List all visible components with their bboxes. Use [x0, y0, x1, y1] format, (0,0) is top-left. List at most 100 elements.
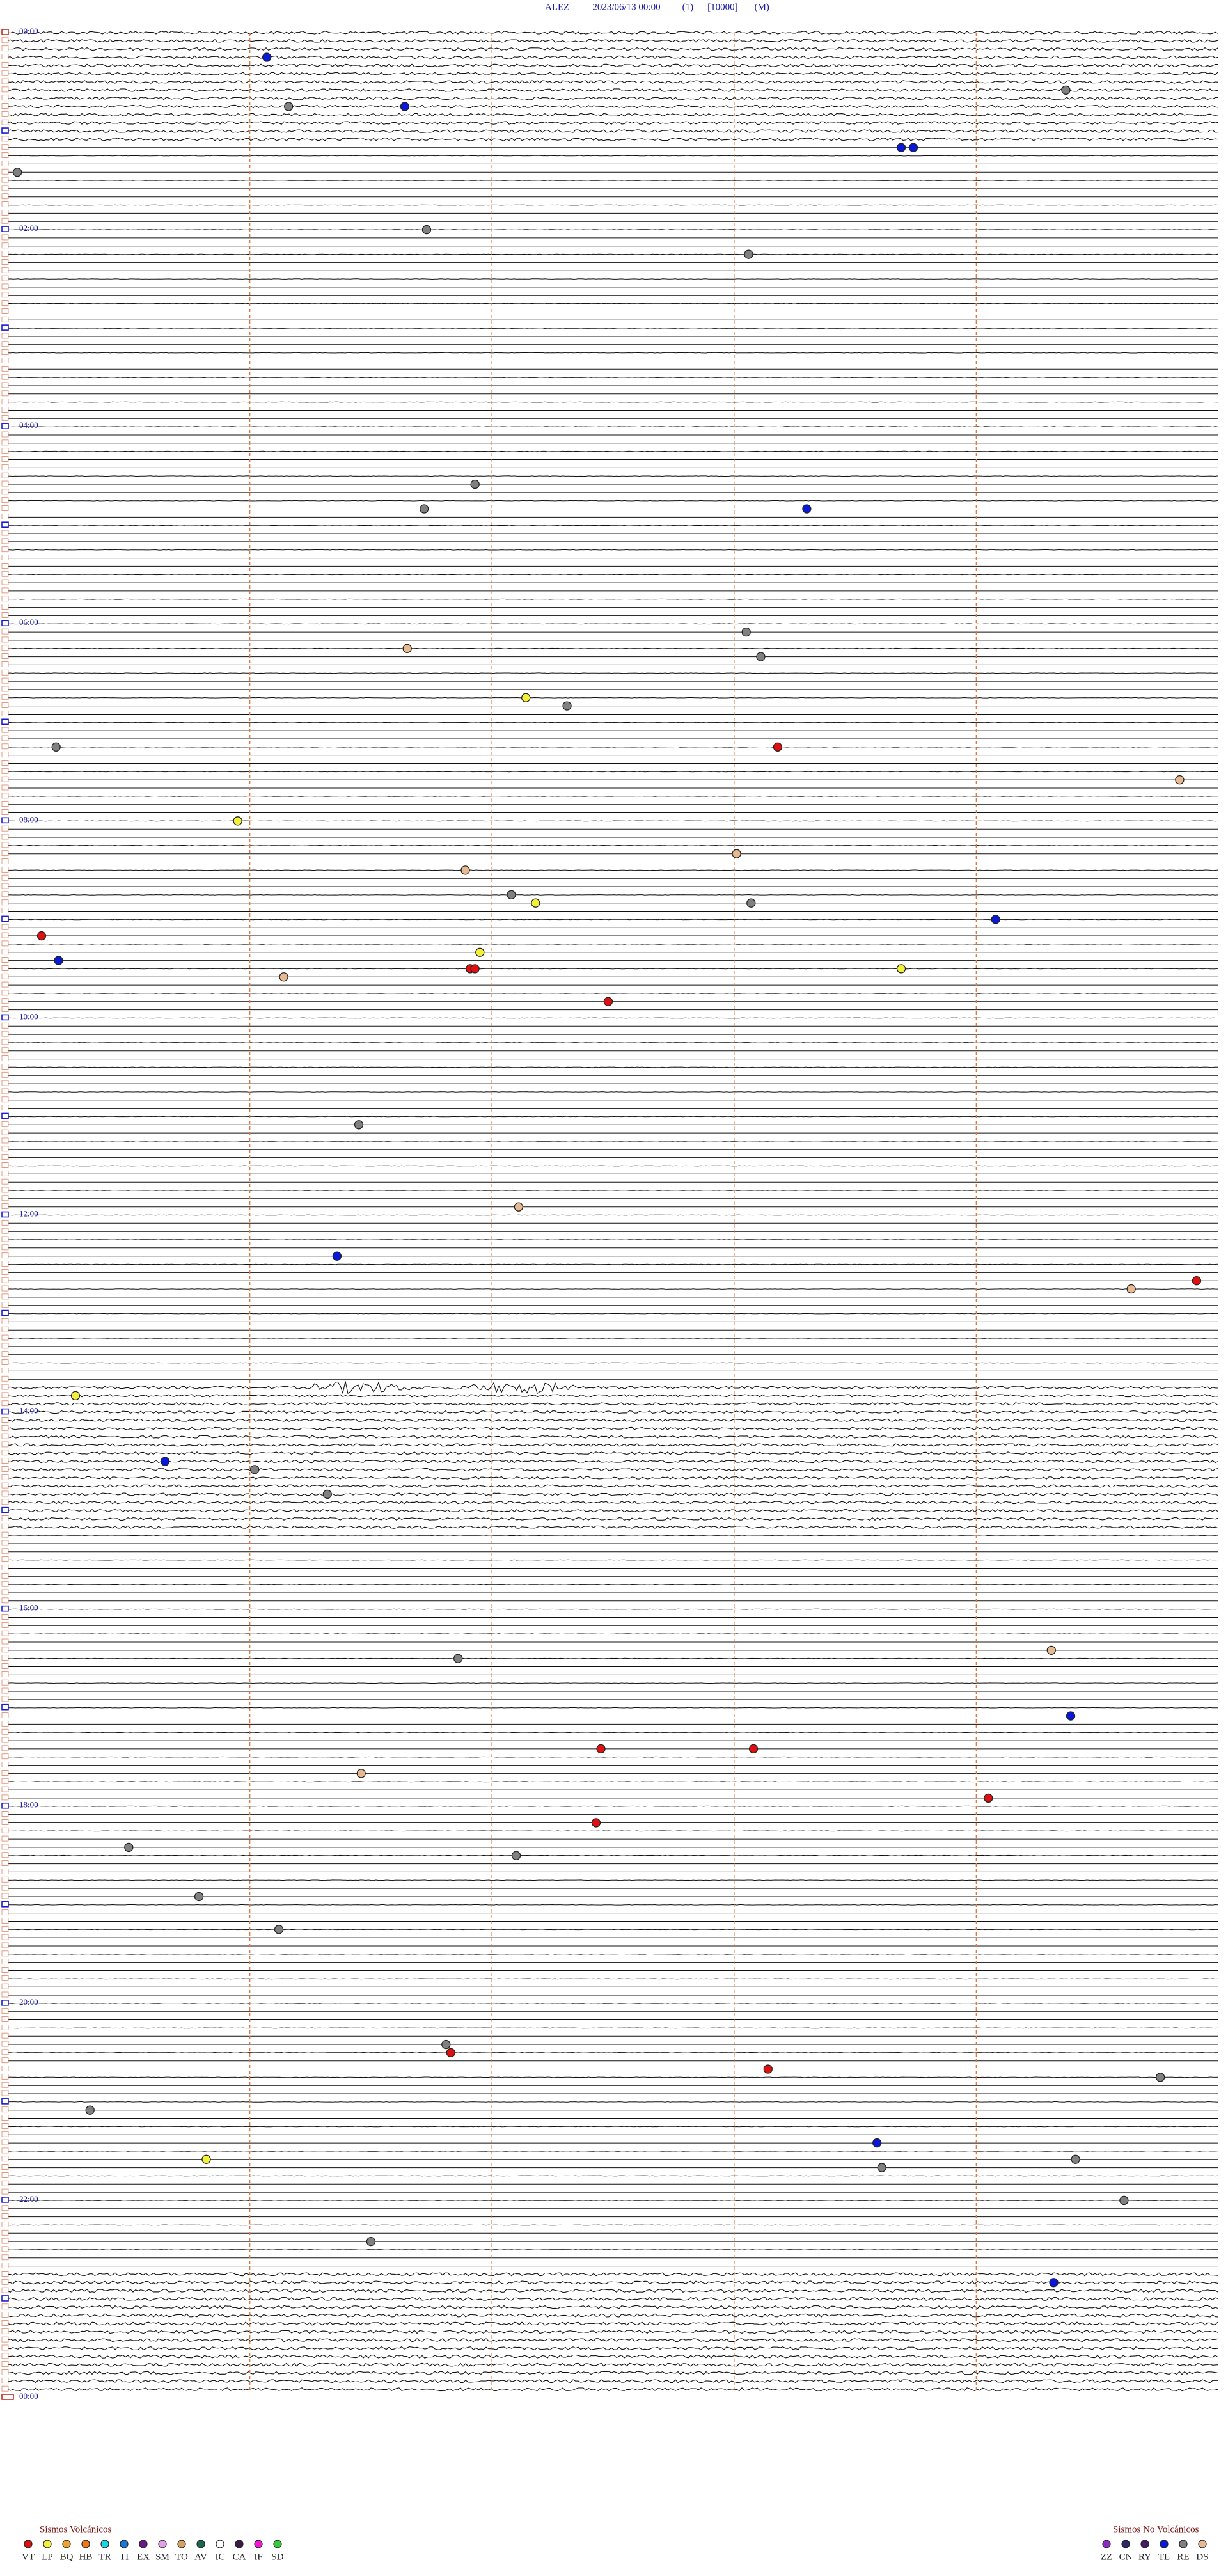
trace: [7, 450, 1218, 452]
row-marker: [1, 1359, 9, 1365]
event: [908, 143, 918, 152]
row-marker: [1, 1720, 9, 1727]
event: [732, 849, 741, 858]
trace: [7, 475, 1218, 477]
trace: [7, 2126, 1218, 2128]
event: [420, 504, 429, 514]
row-marker: [1, 1762, 9, 1767]
event: [741, 627, 751, 637]
row-marker: [1, 686, 9, 692]
row-marker: [1, 275, 9, 281]
event: [1046, 1645, 1056, 1655]
row-marker: [1, 825, 9, 832]
trace: [7, 1190, 1218, 1191]
row-marker: [1, 965, 9, 971]
row-marker: [1, 1622, 9, 1628]
trace: [7, 2379, 1218, 2383]
event: [591, 1818, 601, 1828]
row-marker: [1, 95, 9, 101]
row-marker: [1, 1375, 9, 1382]
row-marker: [1, 1466, 9, 1472]
row-marker: [1, 1581, 9, 1587]
row-marker: [1, 949, 9, 955]
row-marker: [1, 1655, 9, 1661]
row-marker: [1, 1252, 9, 1259]
event: [233, 816, 242, 826]
row-marker: [1, 1614, 9, 1620]
row-marker: [1, 439, 9, 446]
row-marker: [1, 1392, 9, 1398]
trace: [7, 1732, 1218, 1734]
hour-label: 06:00: [19, 617, 38, 627]
row-marker: [1, 2361, 9, 2367]
event: [446, 2048, 455, 2058]
row-marker: [1, 2344, 9, 2351]
trace: [8, 968, 1218, 970]
row-marker: [1, 292, 9, 298]
row-marker: [1, 1515, 9, 1521]
trace: [7, 2362, 1218, 2367]
row-marker: [1, 1663, 9, 1669]
trace: [7, 1476, 1218, 1480]
event: [531, 898, 540, 908]
row-marker: [1, 842, 9, 848]
row-marker: [1, 1844, 9, 1850]
row-marker: [1, 1703, 9, 1711]
row-marker: [1, 1384, 9, 1390]
trace: [7, 795, 1218, 797]
row-marker: [1, 349, 9, 356]
trace: [7, 993, 1218, 994]
row-marker: [1, 866, 9, 873]
row-marker: [1, 1696, 9, 1702]
row-marker: [1, 1006, 9, 1012]
row-marker: [1, 579, 9, 585]
trace: [7, 138, 1218, 141]
row-marker: [1, 54, 9, 59]
row-marker: [1, 1277, 9, 1283]
row-marker: [1, 1967, 9, 1973]
row-marker: [1, 431, 9, 438]
row-marker: [1, 1572, 9, 1579]
row-marker: [1, 2106, 9, 2113]
legend-swatch: [43, 2540, 52, 2548]
row-marker: [1, 1309, 9, 1316]
hour-label: 22:00: [19, 2194, 38, 2204]
row-marker: [1, 1178, 9, 1185]
row-marker: [1, 1869, 9, 1874]
title-part: (1): [682, 2, 694, 12]
row-marker: [1, 1170, 9, 1176]
row-marker: [1, 308, 9, 314]
row-marker: [1, 1244, 9, 1251]
legend-swatch: [24, 2540, 33, 2548]
row-marker: [1, 1039, 9, 1045]
row-marker: [1, 2073, 9, 2080]
event: [274, 1925, 284, 1934]
row-marker: [1, 1687, 9, 1694]
legend-code: RY: [1138, 2552, 1151, 2562]
legend-title: Sismos Volcánicos: [40, 2524, 112, 2534]
trace: [7, 1879, 1218, 1881]
row-marker: [1, 612, 9, 618]
row-marker: [1, 2098, 9, 2105]
event: [356, 1769, 366, 1778]
row-marker: [1, 1991, 9, 1998]
row-marker: [1, 217, 9, 224]
row-marker: [1, 1523, 9, 1529]
row-marker: [1, 718, 9, 725]
hour-label: 00:00: [19, 26, 38, 36]
trace: [7, 104, 1218, 109]
trace: [7, 80, 1218, 84]
row-marker: [1, 596, 9, 602]
trace: [7, 155, 1218, 157]
trace: [7, 2305, 1218, 2310]
row-marker: [1, 1351, 9, 1357]
row-marker: [1, 210, 9, 216]
row-marker: [1, 1728, 9, 1735]
trace: [7, 55, 1218, 59]
row-marker: [1, 267, 9, 273]
event: [262, 52, 272, 62]
row-marker: [1, 1893, 9, 1899]
row-marker: [1, 2008, 9, 2014]
row-marker: [1, 2238, 9, 2244]
trace: [7, 1953, 1218, 1955]
